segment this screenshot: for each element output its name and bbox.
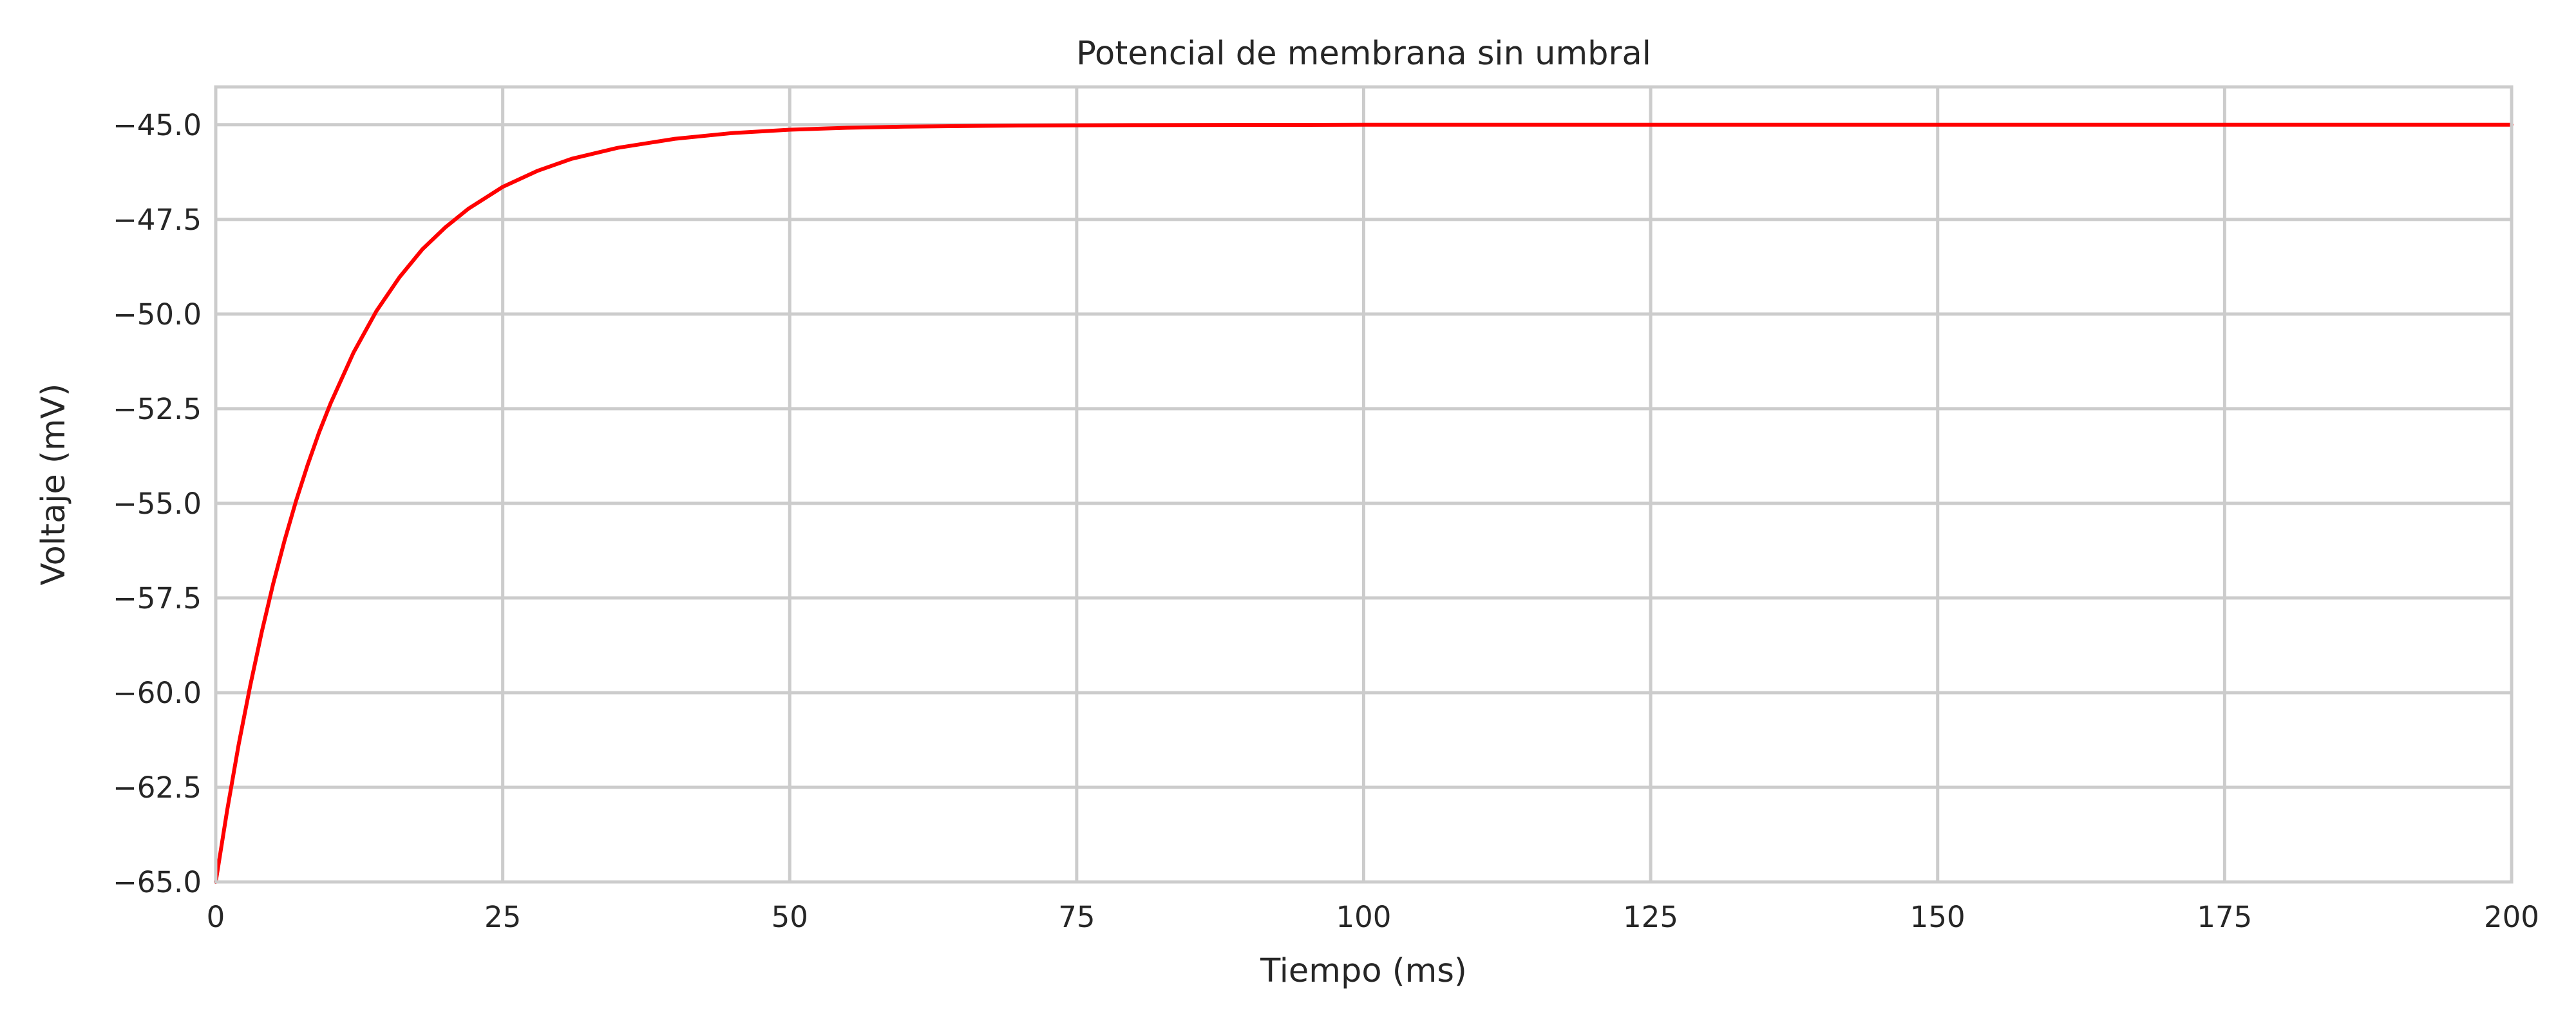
x-tick-label: 175 <box>2197 900 2252 934</box>
series-layer <box>214 122 2514 884</box>
membrane-potential-line <box>214 122 2514 884</box>
y-tick-label: −60.0 <box>113 676 202 710</box>
tick-labels: 0 25 50 75 100 125 150 175 200 −45.0 −47.5 −50.0 −52… <box>113 108 2539 934</box>
chart-title: Potencial de membrana sin umbral <box>1076 35 1651 73</box>
y-tick-label: −47.5 <box>113 203 202 237</box>
x-tick-label: 25 <box>484 900 521 934</box>
y-tick-label: −62.5 <box>113 771 202 805</box>
y-tick-label: −45.0 <box>113 108 202 142</box>
x-tick-label: 100 <box>1336 900 1392 934</box>
x-tick-label: 150 <box>1910 900 1965 934</box>
y-tick-label: −65.0 <box>113 865 202 899</box>
x-tick-label: 0 <box>207 900 225 934</box>
y-tick-label: −50.0 <box>113 297 202 332</box>
y-axis-label: Voltaje (mV) <box>35 384 73 586</box>
x-tick-label: 200 <box>2484 900 2539 934</box>
x-axis-label: Tiempo (ms) <box>1260 952 1467 990</box>
grid <box>214 87 2514 884</box>
y-tick-label: −52.5 <box>113 392 202 426</box>
plot-frame <box>214 85 2514 884</box>
x-tick-label: 125 <box>1623 900 1678 934</box>
y-tick-label: −57.5 <box>113 581 202 615</box>
y-tick-label: −55.0 <box>113 487 202 521</box>
x-tick-label: 50 <box>772 900 808 934</box>
x-tick-label: 75 <box>1058 900 1095 934</box>
